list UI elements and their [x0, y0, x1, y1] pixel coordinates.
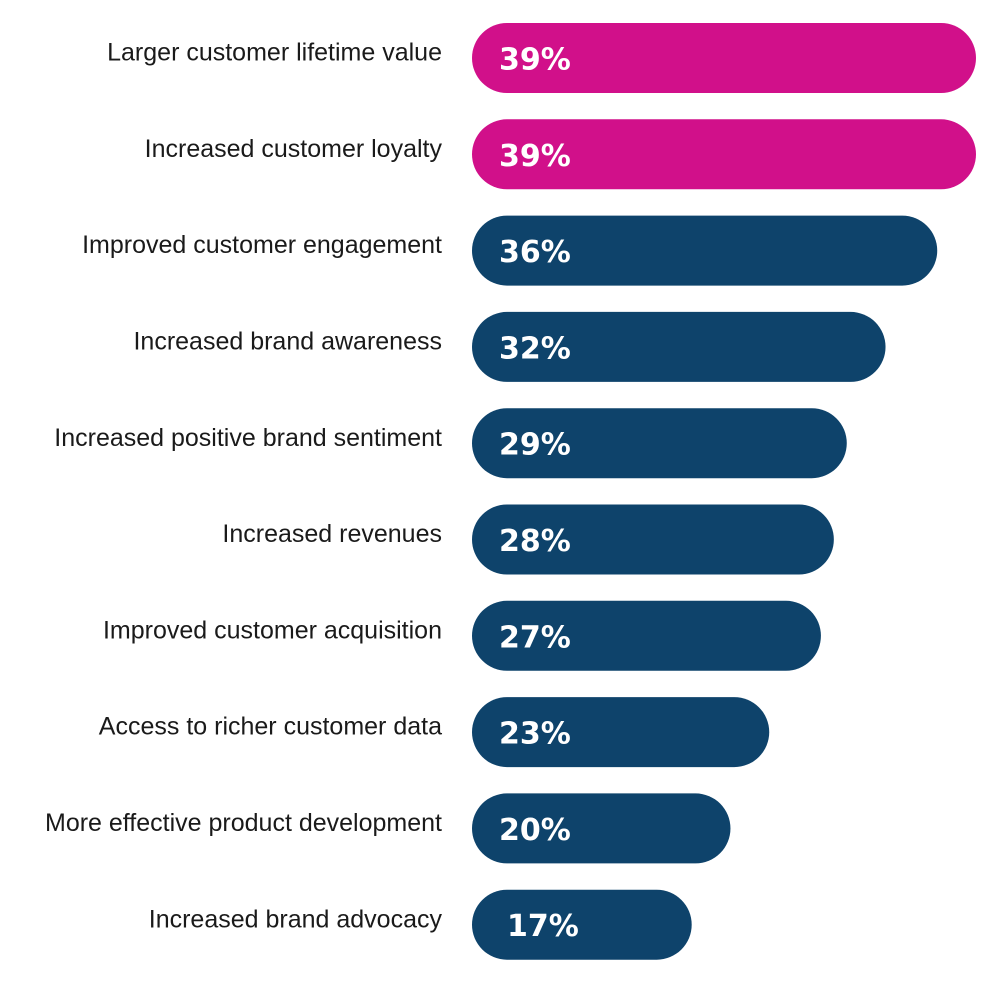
- bar: [472, 23, 976, 93]
- bar: [472, 504, 834, 575]
- value-label: 29%: [499, 428, 571, 463]
- bar-row: Access to richer customer data 23%: [99, 697, 770, 768]
- category-label: Improved customer acquisition: [103, 616, 442, 644]
- bar-row: Larger customer lifetime value 39%: [107, 23, 976, 93]
- bars-layer: Larger customer lifetime value 39%Increas…: [45, 23, 976, 960]
- category-label: Improved customer engagement: [82, 231, 442, 259]
- category-label: Increased customer loyalty: [145, 135, 443, 163]
- bar-row: Increased brand awareness 32%: [133, 311, 886, 382]
- bar-row: Increased positive brand sentiment 29%: [54, 408, 847, 479]
- value-label: 20%: [499, 813, 571, 848]
- bar: [472, 793, 731, 864]
- value-label: 32%: [499, 331, 571, 366]
- category-label: Increased brand advocacy: [149, 905, 443, 933]
- bar: [472, 311, 886, 382]
- value-label: 27%: [499, 620, 571, 655]
- category-label: Increased positive brand sentiment: [54, 424, 442, 452]
- category-label: Larger customer lifetime value: [107, 39, 442, 67]
- category-label: Increased brand awareness: [133, 328, 442, 356]
- bar: [472, 600, 821, 671]
- value-label: 39%: [499, 43, 571, 78]
- category-label: Increased revenues: [222, 520, 442, 548]
- bar-row: Increased brand advocacy 17%: [149, 889, 692, 960]
- bar: [472, 408, 847, 479]
- bar: [472, 697, 770, 768]
- bar: [472, 119, 976, 190]
- category-label: Access to richer customer data: [99, 713, 442, 741]
- value-label: 23%: [499, 717, 571, 752]
- value-label: 17%: [507, 909, 579, 944]
- bar-row: Improved customer acquisition 27%: [103, 600, 821, 671]
- bar-row: Increased customer loyalty 39%: [145, 119, 976, 190]
- bar: [472, 215, 938, 286]
- category-label: More effective product development: [45, 809, 442, 837]
- bar-row: More effective product development 20%: [45, 793, 731, 864]
- bar-row: Improved customer engagement 36%: [82, 215, 938, 286]
- value-label: 39%: [499, 139, 571, 174]
- value-label: 36%: [499, 235, 571, 270]
- bar: [472, 889, 692, 960]
- value-label: 28%: [499, 524, 571, 559]
- bar-row: Increased revenues 28%: [222, 504, 834, 575]
